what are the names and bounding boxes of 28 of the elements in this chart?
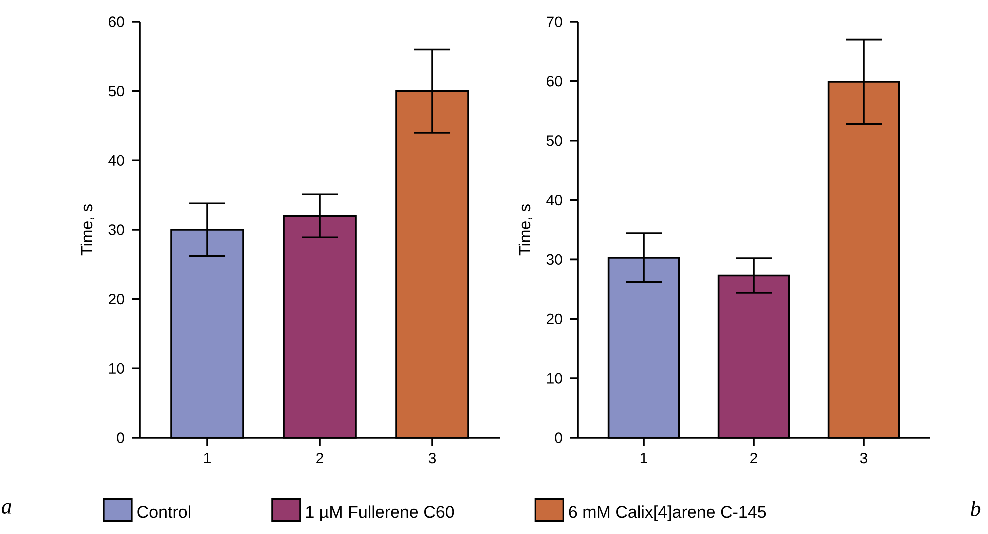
text: b: [971, 500, 981, 516]
y-tick-label: 60: [547, 76, 562, 87]
y-tick-label: 50: [546, 136, 562, 146]
y-tick-label: 20: [109, 294, 124, 305]
x-tick-label: 1: [640, 453, 648, 464]
x-tick-label: 3: [428, 453, 436, 464]
y-tick-label: 60: [109, 16, 124, 28]
y-axis-title: Time, s: [80, 204, 95, 256]
x-tick-label: 2: [316, 453, 324, 464]
legend-label: Control: [138, 506, 190, 518]
legend-label: 1 µM Fullerene C60: [306, 506, 454, 522]
y-tick-label: 30: [546, 254, 562, 266]
y-tick-label: 10: [109, 363, 124, 374]
x-tick-label: 3: [860, 453, 868, 464]
y-tick-label: 70: [547, 16, 562, 28]
x-tick-label: 1: [204, 453, 211, 464]
y-tick-label: 10: [547, 373, 562, 384]
y-tick-label: 40: [108, 155, 124, 166]
text: a: [2, 503, 12, 514]
y-tick-label: 50: [108, 86, 124, 97]
y-tick-label: 0: [555, 432, 562, 444]
y-tick-label: 40: [546, 194, 562, 206]
x-tick-label: 2: [750, 453, 758, 464]
y-tick-label: 20: [547, 314, 562, 324]
y-axis-title: Time, s: [518, 204, 533, 256]
y-tick-label: 30: [108, 224, 124, 236]
y-tick-label: 0: [117, 432, 124, 444]
legend-label: 6 mM Calix[4]arene C-145: [569, 506, 766, 522]
